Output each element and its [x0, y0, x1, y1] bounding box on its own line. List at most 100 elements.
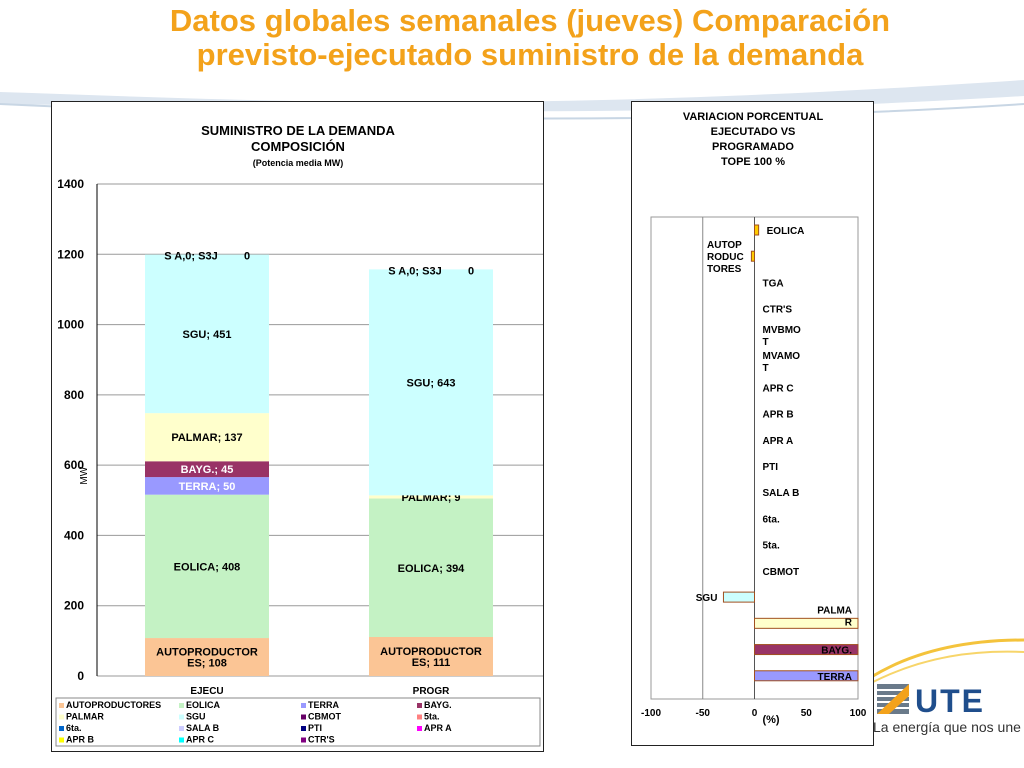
data-label: PALMAR; 137: [171, 432, 242, 444]
data-label: S A,0; S3J: [164, 251, 217, 263]
page-title-line2: previsto-ejecutado suministro de la dema…: [196, 37, 864, 72]
category-label: PTI: [763, 462, 779, 473]
x-axis-label: (%): [762, 714, 779, 726]
x-tick-label: 50: [801, 708, 813, 719]
data-label: TERRA; 50: [179, 481, 236, 493]
bar-segment: [145, 461, 269, 478]
legend-swatch: [179, 703, 184, 708]
category-label: CBMOT: [763, 567, 800, 578]
y-tick-label: 1200: [57, 247, 84, 261]
category-label: APR B: [763, 410, 794, 421]
bar-segment: [145, 413, 269, 462]
page-title: Datos globales semanales (jueves) Compar…: [40, 4, 1020, 72]
category-label: BAYG.: [821, 646, 852, 657]
bar-segment: [145, 477, 269, 495]
y-tick-label: 200: [64, 599, 84, 613]
legend-swatch: [301, 726, 306, 731]
legend-swatch: [301, 714, 306, 720]
category-label: TERRA: [818, 672, 852, 683]
legend-label: APR A: [424, 723, 452, 733]
bar-segment: [145, 638, 269, 676]
category-label: AUTOP RODUC TORES: [707, 240, 744, 275]
page-title-line1: Datos globales semanales (jueves) Compar…: [169, 3, 891, 38]
category-label: CTR'S: [763, 305, 793, 316]
bar: [750, 250, 755, 262]
legend-label: PTI: [308, 723, 322, 733]
ute-logo: UTE: [877, 683, 985, 719]
bar: [722, 591, 755, 603]
data-label: S A,0; S3J: [388, 265, 441, 277]
legend-label: CTR'S: [308, 735, 335, 745]
category-label: SGU: [696, 593, 718, 604]
legend-swatch: [301, 737, 306, 743]
brand-tagline: La energía que nos une: [873, 719, 1021, 735]
legend-swatch: [301, 703, 306, 708]
chart-title: SUMINISTRO DE LA DEMANDA COMPOSICIÓN: [201, 123, 395, 154]
category-label: TGA: [763, 278, 784, 289]
y-tick-label: 400: [64, 528, 84, 542]
legend-swatch: [59, 703, 64, 708]
legend-label: EOLICA: [186, 700, 221, 710]
x-tick-label: PROGR: [413, 686, 450, 697]
x-tick-label: 0: [752, 708, 758, 719]
chart-subtitle: (Potencia media MW): [253, 158, 344, 168]
category-label: PALMA R: [817, 605, 853, 628]
legend-swatch: [59, 737, 64, 743]
legend-label: SGU: [186, 712, 206, 722]
legend-label: 6ta.: [66, 723, 82, 733]
category-label: EOLICA: [767, 226, 805, 237]
bar-segment: [369, 498, 493, 637]
legend-swatch: [179, 714, 184, 720]
y-tick-label: 800: [64, 388, 84, 402]
data-label: EOLICA; 394: [398, 563, 466, 575]
x-tick-label: -100: [641, 708, 661, 719]
bar: [754, 670, 859, 682]
y-axis-label: MW: [79, 466, 90, 484]
legend-label: APR B: [66, 735, 95, 745]
bar: [754, 644, 859, 656]
category-label: APR C: [763, 383, 794, 394]
bar-segment: [369, 269, 493, 496]
legend-swatch: [59, 726, 64, 731]
legend-label: APR C: [186, 735, 215, 745]
logo-stripes-icon: [877, 684, 909, 714]
data-label: BAYG.; 45: [181, 464, 234, 476]
data-label: 0: [468, 265, 474, 277]
legend-label: TERRA: [308, 700, 339, 710]
legend-label: 5ta.: [424, 712, 440, 722]
variation-chart: VARIACION PORCENTUAL EJECUTADO VS PROGRAMA…: [641, 111, 867, 726]
data-label: AUTOPRODUCTOR ES; 108: [156, 647, 258, 670]
chart-title: VARIACION PORCENTUAL EJECUTADO VS PROGRAMA…: [683, 111, 824, 168]
chart-legend: [55, 697, 541, 747]
legend-label: CBMOT: [308, 712, 341, 722]
composition-chart-panel: SUMINISTRO DE LA DEMANDA COMPOSICIÓN (Pote…: [51, 101, 544, 752]
y-tick-label: 1000: [57, 318, 84, 332]
bar: [754, 617, 859, 629]
legend-swatch: [179, 737, 184, 743]
data-label: 0: [244, 251, 250, 263]
bar-segment: [145, 254, 269, 414]
variation-chart-panel: VARIACION PORCENTUAL EJECUTADO VS PROGRAMA…: [631, 101, 874, 746]
bar: [754, 224, 760, 236]
x-tick-label: EJECU: [190, 686, 223, 697]
category-label: 6ta.: [763, 514, 780, 525]
legend-swatch: [417, 703, 422, 708]
data-label: SGU; 451: [183, 329, 232, 341]
bar-segment: [145, 494, 269, 639]
legend-label: SALA B: [186, 723, 220, 733]
bar-segment: [369, 636, 493, 676]
category-label: 5ta.: [763, 541, 780, 552]
bar-segment: [369, 495, 493, 499]
x-tick-label: 100: [850, 708, 867, 719]
legend-label: PALMAR: [66, 712, 104, 722]
legend-swatch: [179, 726, 184, 731]
y-tick-label: 1400: [57, 177, 84, 191]
logo-text: UTE: [915, 683, 985, 719]
data-label: SGU; 643: [407, 377, 456, 389]
category-label: MVAMO T: [763, 351, 801, 374]
category-label: MVBMO T: [763, 325, 802, 348]
composition-chart: SUMINISTRO DE LA DEMANDA COMPOSICIÓN (Pote…: [55, 123, 543, 747]
legend-label: BAYG.: [424, 700, 452, 710]
category-label: SALA B: [763, 488, 800, 499]
legend-label: AUTOPRODUCTORES: [66, 700, 161, 710]
